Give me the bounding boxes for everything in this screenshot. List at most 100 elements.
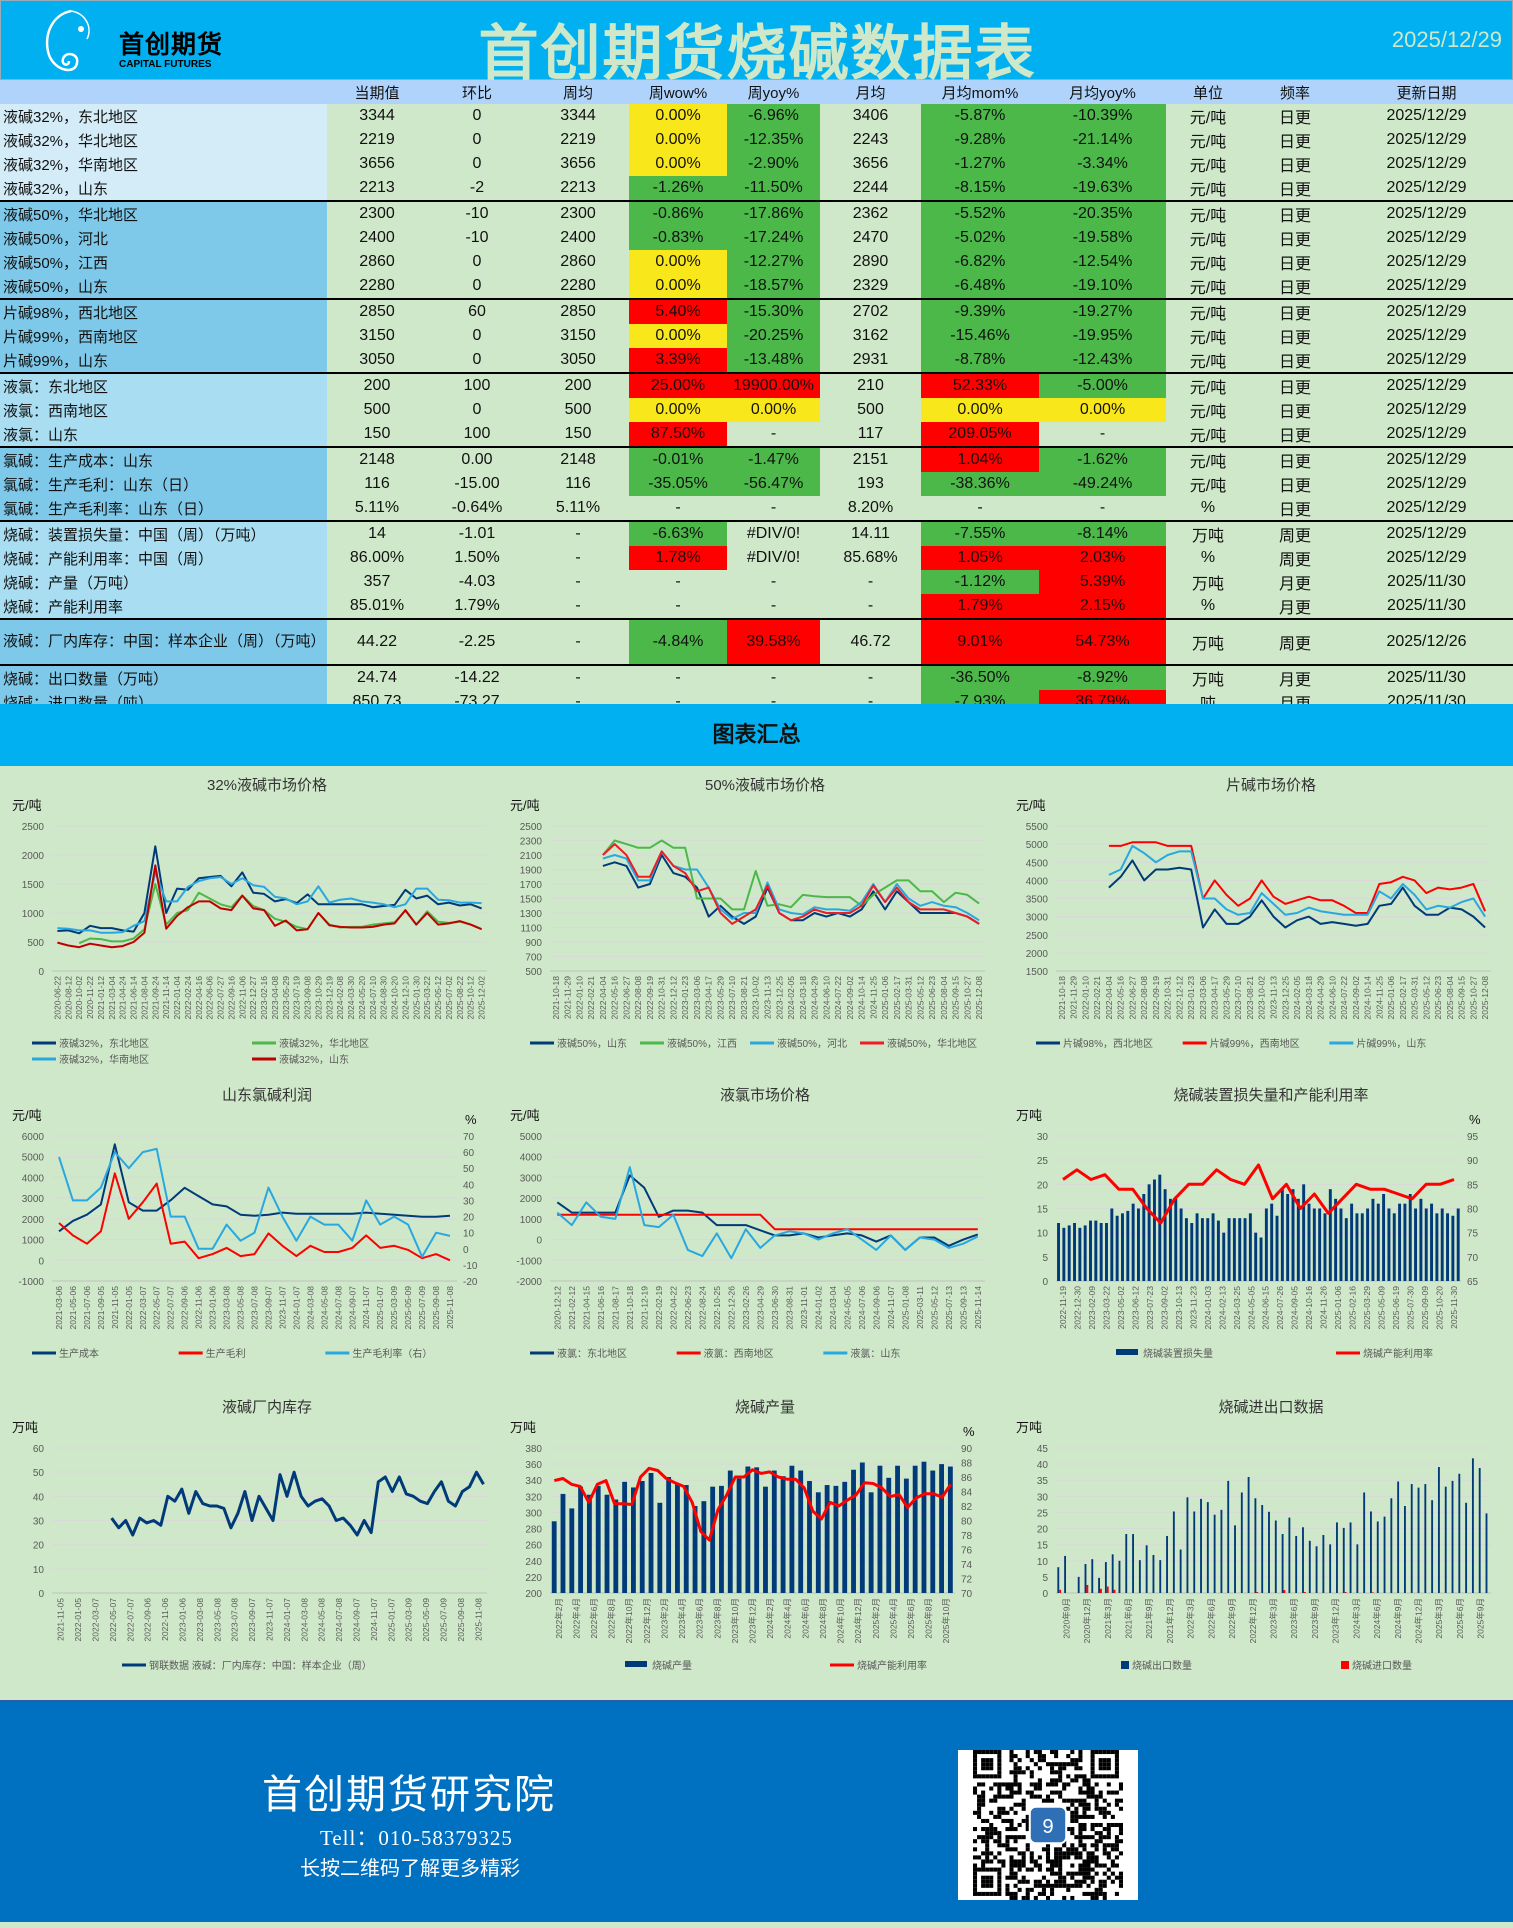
bar	[1086, 1584, 1089, 1593]
table-cell: -	[921, 496, 1039, 522]
x-tick-label: 2024-05-08	[317, 1598, 327, 1642]
x-tick-label: 2025-05-09	[1376, 1286, 1386, 1330]
table-cell: -10	[427, 226, 527, 250]
y2-tick-label: 20	[463, 1213, 475, 1224]
bar	[903, 1478, 909, 1593]
x-tick-label: 2022-06-27	[621, 976, 631, 1020]
table-cell: 3344	[527, 104, 629, 128]
x-tick-label: 2022-06-23	[683, 1286, 693, 1330]
table-cell: -0.86%	[629, 201, 727, 226]
x-tick-label: 2024-11-07	[361, 1286, 371, 1329]
table-cell: 116	[527, 472, 629, 496]
table-cell: -	[727, 665, 820, 690]
bar	[1206, 1218, 1210, 1281]
y2-tick-label: 80	[961, 1517, 973, 1528]
x-tick-label: 2021-05-06	[68, 1286, 78, 1330]
table-cell: -0.01%	[629, 447, 727, 472]
y-tick-label: 2000	[22, 851, 45, 862]
table-cell: -1.27%	[921, 152, 1039, 176]
bar	[1172, 1511, 1175, 1593]
bar	[1145, 1545, 1148, 1593]
x-tick-label: 2024-11-07	[369, 1598, 379, 1641]
x-tick-label: 2024-09-02	[845, 976, 855, 1020]
x-tick-label: 2024年4月	[783, 1598, 793, 1639]
table-cell: 100	[427, 422, 527, 448]
bar	[1291, 1189, 1295, 1281]
table-cell: 周更	[1250, 619, 1340, 666]
y-tick-label: 60	[33, 1444, 45, 1455]
x-tick-label: 2021-06-14	[129, 976, 139, 1020]
y-tick-label: 2500	[520, 822, 543, 833]
x-tick-label: 2024-02-08	[335, 976, 345, 1020]
qr-tip: 长按二维码了解更多精彩	[300, 1856, 520, 1880]
column-header: 周yoy%	[727, 80, 820, 104]
bar	[1238, 1218, 1242, 1281]
chart-flake-caustic-price: 片碱市场价格 元/吨 1500 2000 2500 3000 3500 4000 4500 500…	[1006, 768, 1506, 1073]
table-cell: 2300	[327, 201, 427, 226]
bar	[1328, 1189, 1332, 1281]
table-row: 液碱50%，山东 2280 0 2280 0.00% -18.57% 2329 -6.48% -…	[0, 274, 1513, 300]
bar	[701, 1501, 707, 1593]
x-tick-label: 2022-12-12	[668, 976, 678, 1020]
x-tick-label: 2022-10-31	[1163, 976, 1173, 1020]
table-cell: 2860	[527, 250, 629, 274]
table-cell: 元/吨	[1166, 398, 1250, 422]
y-tick-label: 2500	[22, 822, 45, 833]
table-cell: 2219	[327, 128, 427, 152]
bar	[1485, 1513, 1488, 1593]
y-tick-label: 1000	[22, 909, 45, 920]
row-name: 氯碱：生产毛利率：山东（日）	[0, 496, 327, 522]
bar	[1193, 1511, 1196, 1593]
logo-swirl-icon	[45, 9, 90, 72]
y-tick-label: 20	[1037, 1525, 1049, 1536]
bar	[1064, 1555, 1067, 1593]
bar	[1270, 1203, 1274, 1281]
table-cell: 2400	[527, 226, 629, 250]
table-row: 液氯：东北地区 200 100 200 25.00% 19900.00% 210 52.33%…	[0, 373, 1513, 398]
x-tick-label: 2022-12-30	[1073, 1286, 1083, 1330]
bar	[1437, 1467, 1440, 1593]
qr-code-icon[interactable]: 9	[958, 1750, 1138, 1900]
x-tick-label: 2021年3月	[1103, 1598, 1113, 1639]
x-tick-label: 2024-11-26	[1319, 1286, 1329, 1329]
table-cell: 1.50%	[427, 546, 527, 570]
x-tick-label: 2022-02-21	[586, 976, 596, 1020]
y-tick-label: 5500	[1026, 822, 1049, 833]
bar	[789, 1465, 795, 1593]
bar	[1089, 1220, 1092, 1281]
bar	[1137, 1208, 1140, 1281]
x-tick-label: 2020-11-22	[85, 976, 95, 1019]
y2-tick-label: -10	[463, 1261, 478, 1272]
bar	[771, 1470, 777, 1593]
table-cell: 2329	[820, 274, 921, 300]
y-tick-label: 1700	[520, 880, 543, 891]
y-tick-label: 700	[525, 953, 542, 964]
table-cell: 100	[427, 373, 527, 398]
table-cell: -2.25	[427, 619, 527, 666]
table-row: 氯碱：生产毛利率：山东（日） 5.11% -0.64% 5.11% - -8.20% - -%…	[0, 496, 1513, 522]
y-tick-label: 200	[525, 1589, 542, 1600]
x-tick-label: 2022年6月	[589, 1598, 599, 1639]
y-tick-label: 5	[1042, 1253, 1048, 1264]
y2-axis-unit: %	[963, 1424, 975, 1439]
bar	[851, 1469, 856, 1593]
y2-tick-label: 30	[463, 1196, 475, 1207]
table-cell: 日更	[1250, 398, 1340, 422]
table-cell: -19.95%	[1039, 324, 1166, 348]
row-name: 片碱99%，西南地区	[0, 324, 327, 348]
x-tick-label: 2021-01-12	[96, 976, 106, 1020]
x-tick-label: 2022-01-04	[172, 976, 182, 1020]
x-tick-label: 2024-05-08	[319, 1286, 329, 1330]
bar	[631, 1487, 636, 1593]
table-cell: 日更	[1250, 422, 1340, 448]
bar	[1084, 1564, 1087, 1593]
bar	[1410, 1484, 1413, 1593]
table-cell: -12.43%	[1039, 348, 1166, 374]
table-cell: 1.79%	[427, 594, 527, 620]
table-cell: 357	[327, 570, 427, 594]
y-axis-unit: 元/吨	[510, 798, 540, 813]
table-cell: 200	[327, 373, 427, 398]
series-line	[110, 1470, 485, 1537]
table-cell: -4.03	[427, 570, 527, 594]
chart-title: 烧碱装置损失量和产能利用率	[1173, 1087, 1368, 1104]
